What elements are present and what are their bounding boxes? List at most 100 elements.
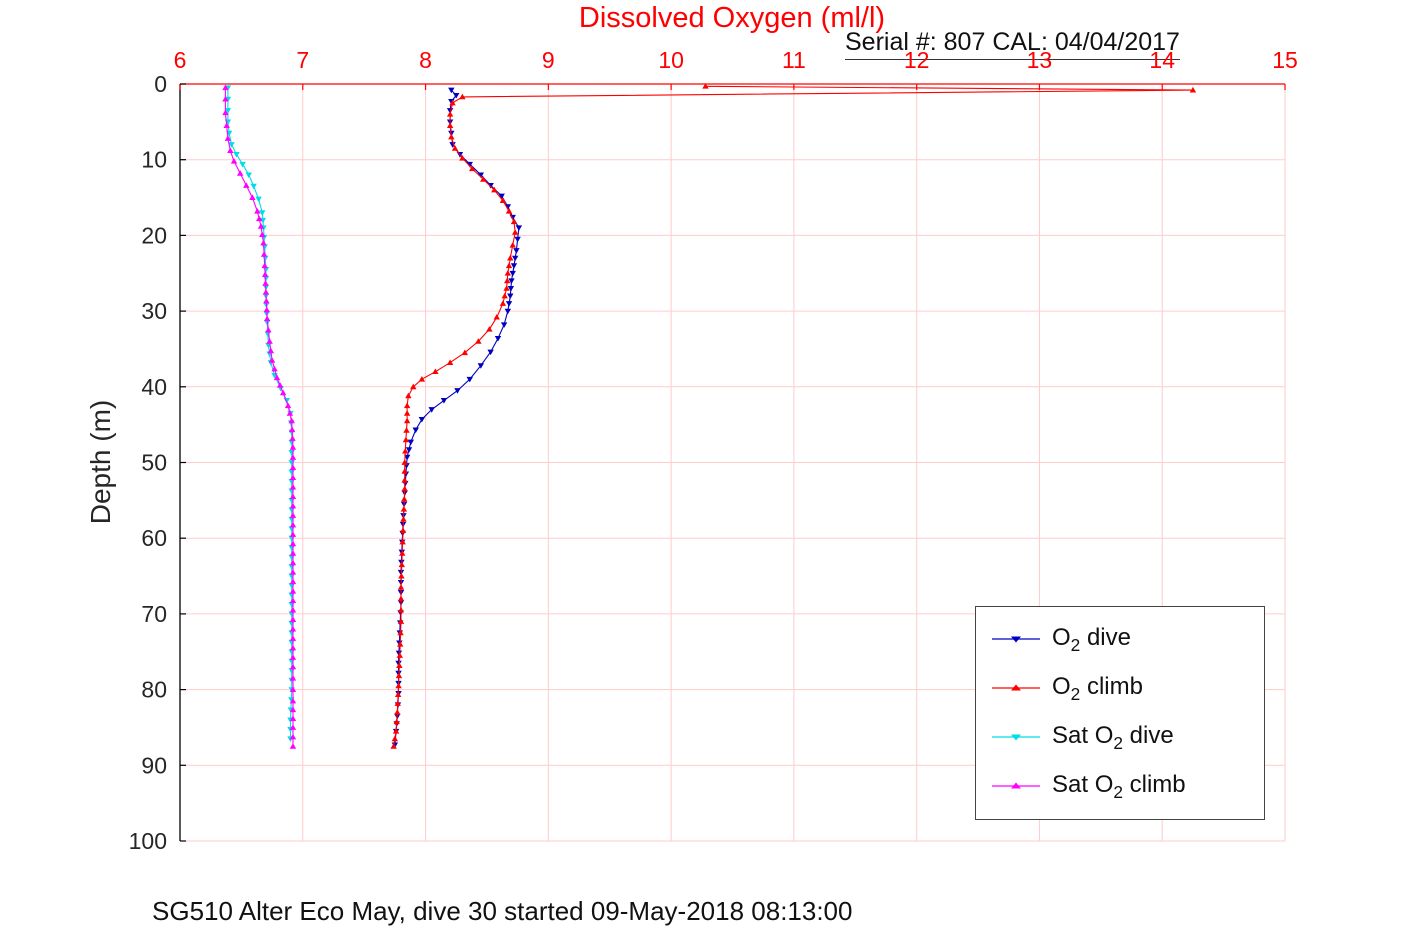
- y-tick-label: 10: [141, 147, 167, 173]
- series-marker-o2-dive: [448, 87, 455, 94]
- legend-sample-sat-o2-climb: [992, 782, 1040, 789]
- series-marker-o2-dive: [515, 225, 523, 232]
- series-marker-o2-climb: [394, 700, 401, 706]
- legend-text: O: [1052, 672, 1071, 700]
- chart-title: Dissolved Oxygen (ml/l): [578, 2, 886, 34]
- series-marker-sat-o2-climb: [286, 410, 294, 416]
- series-marker-o2-climb: [401, 459, 408, 465]
- series-line-o2-dive: [394, 89, 520, 745]
- series-marker-o2-climb: [459, 93, 466, 100]
- series-marker-sat-o2-climb: [289, 606, 297, 613]
- series-marker-o2-climb: [511, 229, 519, 235]
- series-marker-sat-o2-dive: [288, 439, 295, 446]
- series-marker-o2-dive: [454, 388, 461, 394]
- series-marker-o2-climb: [397, 629, 404, 636]
- triangle-up-icon: [1011, 684, 1021, 691]
- legend-text: O: [1052, 623, 1071, 651]
- series-marker-sat-o2-climb: [289, 724, 297, 730]
- series-marker-o2-dive: [407, 439, 415, 446]
- series-marker-sat-o2-climb: [273, 374, 281, 381]
- series-marker-o2-dive: [513, 248, 520, 254]
- series-marker-sat-o2-climb: [289, 597, 297, 604]
- series-marker-sat-o2-dive: [233, 152, 240, 158]
- series-marker-o2-climb: [446, 122, 454, 129]
- series-marker-o2-dive: [498, 193, 505, 200]
- serial-annotation: Serial #: 807 CAL: 04/04/2017: [845, 28, 1180, 60]
- x-tick-label: 6: [174, 47, 187, 73]
- legend-sample-sat-o2-dive: [992, 734, 1040, 741]
- series-marker-sat-o2-dive: [288, 469, 295, 476]
- series-marker-sat-o2-climb: [262, 288, 270, 295]
- series-marker-o2-climb: [418, 376, 426, 382]
- series-marker-o2-climb: [491, 186, 498, 193]
- series-marker-o2-climb: [396, 652, 403, 658]
- series-marker-o2-climb: [400, 516, 407, 522]
- legend-subscript: 2: [1070, 634, 1081, 655]
- series-marker-sat-o2-climb: [289, 743, 297, 749]
- series-marker-o2-dive: [500, 322, 508, 328]
- series-marker-sat-o2-climb: [222, 109, 229, 116]
- series-marker-sat-o2-dive: [255, 196, 262, 203]
- y-tick-label: 40: [141, 374, 167, 400]
- series-marker-o2-climb: [403, 427, 410, 433]
- y-tick-label: 70: [141, 601, 167, 627]
- x-tick-label: 15: [1272, 47, 1298, 73]
- legend-text: dive: [1122, 721, 1174, 749]
- series-marker-o2-climb: [432, 368, 439, 375]
- series-marker-sat-o2-climb: [266, 338, 273, 344]
- series-marker-sat-o2-climb: [260, 239, 267, 246]
- series-marker-sat-o2-climb: [289, 474, 297, 481]
- series-marker-sat-o2-climb: [227, 147, 234, 154]
- series-marker-sat-o2-climb: [289, 540, 297, 547]
- series-marker-o2-dive: [487, 349, 494, 356]
- series-marker-sat-o2-dive: [288, 450, 295, 456]
- series-marker-o2-climb: [401, 495, 408, 502]
- series-marker-o2-dive: [508, 278, 515, 285]
- legend-label: Sat O2 climb: [1052, 771, 1186, 803]
- series-marker-o2-climb: [510, 218, 518, 225]
- series-marker-o2-climb: [395, 672, 403, 679]
- series-marker-sat-o2-climb: [262, 280, 269, 286]
- series-marker-o2-climb: [399, 527, 407, 534]
- series-marker-sat-o2-climb: [236, 170, 244, 176]
- series-marker-sat-o2-climb: [289, 578, 297, 585]
- series-marker-o2-climb: [449, 99, 456, 106]
- series-marker-o2-climb: [480, 176, 487, 182]
- series-marker-sat-o2-dive: [264, 331, 271, 338]
- series-marker-o2-climb: [446, 359, 454, 365]
- series-marker-sat-o2-climb: [289, 587, 297, 594]
- series-marker-o2-climb: [400, 505, 408, 512]
- y-tick-label: 0: [154, 71, 167, 97]
- series-marker-sat-o2-climb: [289, 569, 297, 575]
- series-marker-sat-o2-climb: [289, 697, 297, 704]
- series-marker-sat-o2-climb: [284, 402, 292, 409]
- series-marker-sat-o2-dive: [228, 142, 235, 148]
- x-tick-label: 14: [1149, 47, 1175, 73]
- series-marker-o2-climb: [475, 338, 482, 344]
- series-marker-o2-climb: [392, 728, 400, 734]
- series-marker-o2-dive: [395, 650, 403, 657]
- series-marker-sat-o2-climb: [289, 654, 297, 660]
- series-line-sat-o2-dive: [227, 87, 293, 739]
- series-marker-o2-dive: [505, 301, 513, 307]
- series-marker-o2-climb: [1189, 86, 1197, 93]
- series-marker-sat-o2-climb: [289, 663, 297, 670]
- series-marker-o2-climb: [398, 561, 406, 568]
- series-marker-sat-o2-climb: [263, 297, 270, 304]
- triangle-down-icon: [1011, 636, 1021, 643]
- legend-text: Sat O: [1052, 770, 1114, 798]
- series-marker-sat-o2-climb: [289, 706, 297, 713]
- series-marker-sat-o2-climb: [268, 357, 276, 363]
- series-marker-o2-climb: [397, 606, 405, 613]
- y-tick-label: 60: [141, 525, 167, 551]
- series-marker-o2-climb: [398, 572, 405, 579]
- series-marker-sat-o2-climb: [267, 347, 275, 354]
- series-marker-sat-o2-climb: [249, 194, 256, 200]
- series-marker-o2-dive: [449, 142, 456, 148]
- series-marker-o2-climb: [448, 133, 455, 140]
- y-tick-label: 100: [129, 828, 167, 854]
- series-marker-o2-climb: [461, 349, 469, 356]
- series-marker-sat-o2-climb: [288, 417, 295, 424]
- series-marker-o2-dive: [453, 92, 460, 99]
